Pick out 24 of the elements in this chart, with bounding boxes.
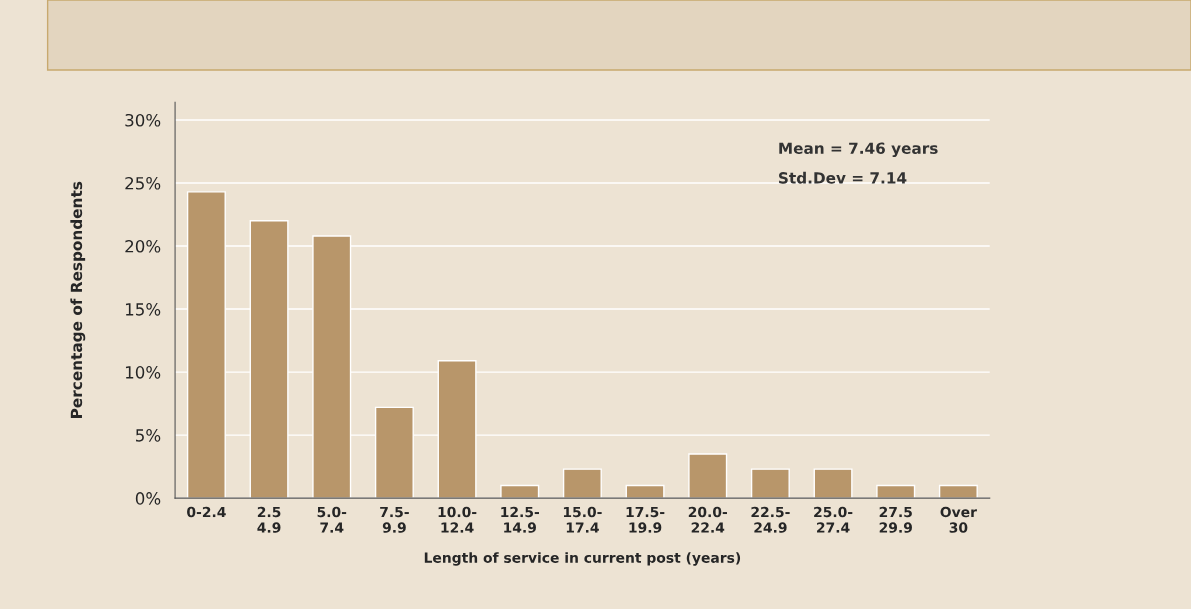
annotation: Std.Dev = 7.14 <box>779 171 907 184</box>
x-tick-label: 7.5- 9.9 <box>380 506 409 533</box>
x-tick-label: 5.0- 7.4 <box>317 506 347 533</box>
y-tick-label: 25% <box>125 176 161 190</box>
x-tick-label: 27.5 29.9 <box>879 506 912 533</box>
x-tick-label: 17.5- 19.9 <box>626 506 665 533</box>
y-axis-title: Percentage of Respondents <box>70 181 86 418</box>
x-tick-label: 22.5- 24.9 <box>751 506 790 533</box>
x-tick-label: 15.0- 17.4 <box>563 506 602 533</box>
x-tick-label: 25.0- 27.4 <box>814 506 853 533</box>
x-tick-label: 20.0- 22.4 <box>688 506 727 533</box>
x-tick-label: 12.5- 14.9 <box>501 506 539 533</box>
y-tick-label: 30% <box>125 113 161 127</box>
y-tick-label: 5% <box>136 429 161 442</box>
x-axis-title: Length of service in current post (years) <box>424 552 741 566</box>
annotation: Mean = 7.46 years <box>779 142 938 158</box>
y-tick-label: 0% <box>135 492 161 505</box>
x-tick-label: Over 30 <box>940 506 977 533</box>
x-tick-label: 0-2.4 <box>187 506 226 518</box>
y-tick-label: 15% <box>125 303 161 316</box>
x-tick-label: 2.5 4.9 <box>257 506 281 533</box>
x-tick-label: 10.0- 12.4 <box>438 506 477 533</box>
y-tick-label: 10% <box>125 366 161 379</box>
y-tick-label: 20% <box>125 239 161 253</box>
